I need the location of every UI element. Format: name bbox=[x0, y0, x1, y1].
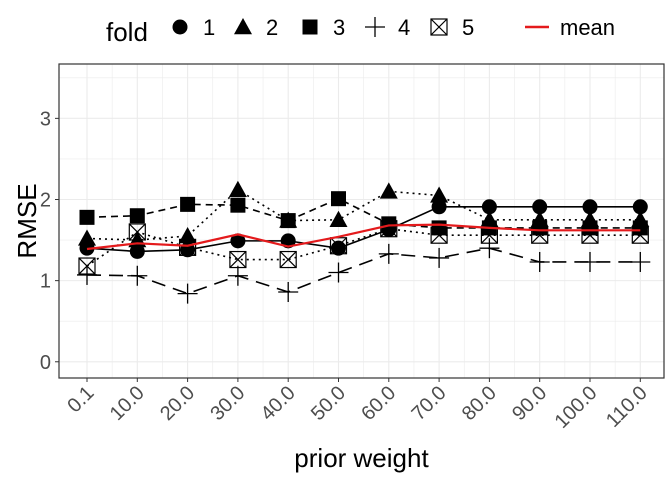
data-point-fold-3 bbox=[230, 197, 246, 213]
legend-items: 1 2 3 4 5 bbox=[172, 15, 474, 40]
data-point-fold-3 bbox=[331, 191, 346, 207]
data-point-fold-1 bbox=[632, 199, 648, 215]
data-point-fold-1 bbox=[230, 233, 246, 249]
data-point-fold-1 bbox=[431, 199, 447, 215]
data-point-fold-3 bbox=[532, 220, 548, 236]
data-point-fold-4 bbox=[378, 243, 399, 264]
y-tick-label: 2 bbox=[40, 189, 51, 211]
legend-title: fold bbox=[106, 17, 148, 47]
y-axis-title: RMSE bbox=[12, 183, 42, 258]
data-point-fold-2 bbox=[228, 180, 247, 197]
legend-label: 3 bbox=[333, 15, 345, 40]
y-tick-label: 0 bbox=[40, 352, 51, 374]
legend-label: 2 bbox=[266, 15, 278, 40]
data-point-fold-2 bbox=[78, 229, 96, 246]
axes: 0 1 2 3 0.1 10.0 20.0 30.0 40.0 50.0 60.0 70.0 80.0 9… bbox=[40, 108, 652, 433]
x-tick-label: 90.0 bbox=[508, 382, 551, 425]
data-point-fold-5 bbox=[128, 223, 146, 241]
legend-item-fold-4: 4 bbox=[365, 15, 410, 40]
y-tick-label: 3 bbox=[40, 108, 51, 130]
data-point-fold-4 bbox=[77, 264, 97, 285]
data-point-fold-5 bbox=[380, 220, 398, 238]
data-point-fold-3 bbox=[431, 220, 447, 236]
data-point-fold-4 bbox=[328, 262, 349, 283]
data-point-fold-3 bbox=[280, 213, 296, 229]
data-point-fold-1 bbox=[532, 199, 548, 215]
data-point-fold-5 bbox=[78, 257, 96, 275]
data-point-fold-3 bbox=[79, 209, 95, 225]
data-point-fold-2 bbox=[379, 182, 398, 199]
legend-item-fold-3: 3 bbox=[302, 15, 345, 40]
grid bbox=[59, 64, 664, 378]
data-point-fold-2 bbox=[430, 186, 449, 203]
legend: fold 1 2 3 4 5 mean bbox=[106, 15, 615, 47]
data-point-fold-4 bbox=[479, 238, 500, 259]
x-tick-label: 50.0 bbox=[307, 382, 350, 425]
x-tick-label: 80.0 bbox=[458, 382, 501, 425]
data-point-fold-3 bbox=[381, 216, 397, 232]
data-point-fold-4 bbox=[127, 265, 148, 286]
legend-marker-fold-5 bbox=[430, 18, 448, 36]
series-markers bbox=[77, 180, 651, 304]
data-point-fold-1 bbox=[481, 199, 497, 215]
panel-border bbox=[58, 63, 665, 379]
series-line-fold-4 bbox=[86, 247, 641, 295]
legend-marker-fold-3 bbox=[302, 19, 318, 35]
legend-marker-fold-1 bbox=[172, 19, 188, 35]
legend-mean-label: mean bbox=[560, 15, 615, 40]
data-point-fold-4 bbox=[529, 251, 550, 272]
data-point-fold-5 bbox=[229, 250, 247, 269]
legend-label: 5 bbox=[462, 15, 474, 40]
data-point-fold-3 bbox=[129, 208, 145, 224]
data-point-fold-3 bbox=[582, 220, 598, 236]
legend-label: 4 bbox=[398, 15, 410, 40]
x-tick-label: 40.0 bbox=[257, 382, 300, 425]
data-point-fold-1 bbox=[582, 199, 598, 215]
data-point-fold-4 bbox=[580, 251, 600, 272]
x-tick-label: 20.0 bbox=[156, 382, 199, 425]
data-point-fold-3 bbox=[632, 220, 648, 236]
legend-marker-fold-4 bbox=[365, 17, 385, 37]
legend-item-fold-1: 1 bbox=[172, 15, 215, 40]
data-point-fold-3 bbox=[180, 196, 196, 212]
y-tick-label: 1 bbox=[40, 271, 51, 293]
mean-line-group bbox=[86, 223, 641, 251]
x-tick-label: 110.0 bbox=[602, 382, 652, 432]
x-tick-label: 60.0 bbox=[357, 382, 400, 425]
data-point-fold-5 bbox=[329, 237, 348, 255]
legend-label: 1 bbox=[203, 15, 215, 40]
data-point-fold-1 bbox=[129, 243, 145, 259]
data-point-fold-4 bbox=[227, 265, 248, 286]
data-point-fold-5 bbox=[179, 238, 197, 256]
x-tick-label: 0.1 bbox=[63, 382, 98, 417]
data-point-fold-4 bbox=[177, 283, 198, 304]
x-tick-label: 30.0 bbox=[206, 382, 249, 425]
x-tick-label: 70.0 bbox=[408, 382, 451, 425]
data-point-fold-4 bbox=[630, 251, 651, 272]
x-tick-label: 10.0 bbox=[106, 382, 149, 425]
mean-line bbox=[86, 223, 641, 251]
data-point-fold-5 bbox=[430, 226, 448, 244]
x-axis-title: prior weight bbox=[294, 443, 429, 473]
x-tick-label: 100.0 bbox=[551, 382, 602, 433]
data-point-fold-5 bbox=[279, 250, 297, 269]
data-point-fold-1 bbox=[331, 240, 346, 256]
data-point-fold-2 bbox=[329, 210, 348, 227]
data-point-fold-4 bbox=[429, 247, 450, 268]
legend-item-fold-5: 5 bbox=[430, 15, 474, 40]
data-point-fold-4 bbox=[278, 281, 299, 302]
legend-marker-fold-2 bbox=[234, 18, 252, 35]
legend-item-fold-2: 2 bbox=[234, 15, 278, 40]
series-line-fold-2 bbox=[86, 188, 641, 241]
